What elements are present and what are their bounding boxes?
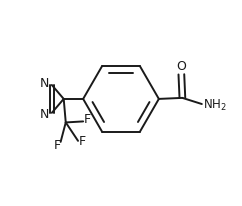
Text: NH$_2$: NH$_2$ [203,97,227,113]
Text: F: F [53,139,60,152]
Text: N: N [39,77,49,90]
Text: N: N [39,108,49,121]
Text: F: F [79,135,86,148]
Text: F: F [84,113,91,126]
Text: O: O [176,60,186,73]
